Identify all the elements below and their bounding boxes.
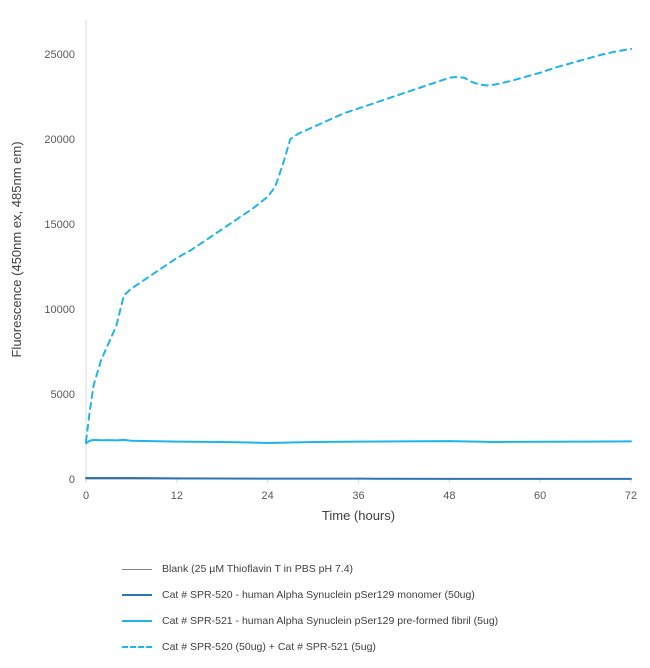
series-line-2 [85, 476, 632, 480]
series-line-4 [85, 47, 632, 443]
line-chart: 0 12 24 36 48 60 72 0500010000150002000025000 … [9, 20, 637, 523]
x-tick-label: 72 [625, 490, 637, 502]
legend-item-3: Cat # SPR-521 - human Alpha Synuclein pS… [122, 608, 498, 634]
legend-swatch [122, 646, 152, 648]
y-tick-label: 0 [69, 474, 75, 486]
legend-item-4: Cat # SPR-520 (50ug) + Cat # SPR-521 (5u… [122, 634, 498, 660]
legend-swatch [122, 594, 152, 596]
legend: Blank (25 µM Thioflavin T in PBS pH 7.4)… [122, 556, 498, 660]
legend-item-2: Cat # SPR-520 - human Alpha Synuclein pS… [122, 582, 498, 608]
y-tick-label: 25000 [44, 49, 75, 61]
x-ticks: 0 12 24 36 48 60 72 [83, 479, 637, 502]
legend-label: Cat # SPR-520 - human Alpha Synuclein pS… [162, 589, 475, 601]
x-tick-label: 48 [443, 490, 455, 502]
y-tick-label: 10000 [44, 304, 75, 316]
legend-item-1: Blank (25 µM Thioflavin T in PBS pH 7.4) [122, 556, 498, 582]
plot-area: 0 12 24 36 48 60 72 0 5000 10000 15000 20000 25000 [44, 20, 637, 502]
y-ticks: 0 5000 10000 15000 20000 25000 [44, 49, 75, 486]
x-axis-label: Time (hours) [322, 508, 395, 523]
series-line-3 [85, 438, 632, 445]
x-tick-label: 24 [262, 490, 274, 502]
legend-label: Blank (25 µM Thioflavin T in PBS pH 7.4) [162, 563, 354, 575]
x-tick-label: 12 [171, 490, 183, 502]
x-tick-label: 0 [83, 490, 89, 502]
x-tick-label: 60 [534, 490, 546, 502]
legend-label: Cat # SPR-520 (50ug) + Cat # SPR-521 (5u… [162, 641, 376, 653]
x-tick-label: 36 [352, 490, 364, 502]
y-tick-label: 5000 [51, 389, 75, 401]
series-lines [85, 47, 632, 480]
y-tick-label: 20000 [44, 134, 75, 146]
legend-label: Cat # SPR-521 - human Alpha Synuclein pS… [162, 615, 499, 627]
legend-swatch [122, 568, 152, 570]
y-tick-label: 15000 [44, 219, 75, 231]
legend-swatch [122, 620, 152, 622]
y-axis-label: Fluorescence (450nm ex, 485nm em) [9, 141, 24, 357]
